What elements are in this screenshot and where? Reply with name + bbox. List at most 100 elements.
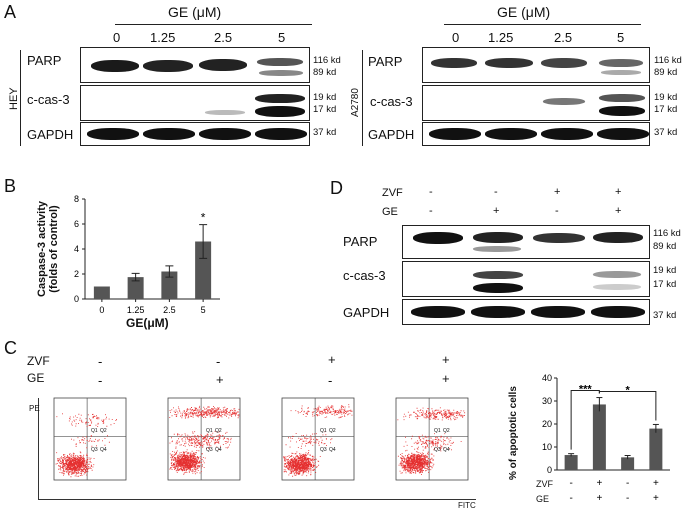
q3-label-2: Q3 xyxy=(206,447,213,453)
q4-label-1: Q4 xyxy=(100,447,107,453)
d-ge-1: - xyxy=(429,205,433,217)
hey-ge-header: GE (μM) xyxy=(168,4,222,20)
a2780-dose-1: 1.25 xyxy=(488,30,514,45)
c-zvf-2: - xyxy=(216,354,221,369)
band xyxy=(91,60,139,72)
band xyxy=(541,58,587,68)
d-marker-116: 116 kd xyxy=(653,228,681,239)
band xyxy=(143,60,193,72)
flow-events-3 xyxy=(283,404,353,477)
c-ytick-label: 30 xyxy=(542,396,552,406)
band xyxy=(473,246,521,252)
b-xlabel: GE(μM) xyxy=(126,316,169,330)
b-significance: * xyxy=(201,211,206,225)
q2-label-4: Q2 xyxy=(443,428,450,434)
q1-label-4: Q1 xyxy=(434,428,441,434)
q2-label-2: Q2 xyxy=(215,428,222,434)
a2780-label-parp: PARP xyxy=(368,54,403,69)
c-fitc-label: FITC xyxy=(458,501,476,510)
q1-label-2: Q1 xyxy=(206,428,213,434)
band xyxy=(205,110,245,115)
c-ytick-label: 20 xyxy=(542,419,552,429)
c-zvf-3: + xyxy=(328,352,336,367)
c-ge-1: - xyxy=(98,373,103,388)
band xyxy=(471,306,525,318)
d-parp-blot xyxy=(402,225,650,259)
a2780-dose-line xyxy=(444,24,641,25)
a2780-gapdh-blot xyxy=(422,122,650,146)
b-xtick-label: 2.5 xyxy=(163,305,176,315)
c-comparison-label: * xyxy=(625,385,630,397)
d-marker-37: 37 kd xyxy=(653,310,677,321)
hey-marker-17: 17 kd xyxy=(313,104,337,115)
hey-dose-2: 2.5 xyxy=(214,30,233,45)
a2780-parp-blot xyxy=(422,47,650,83)
c-ge-sign: + xyxy=(596,493,602,504)
c-ge-2: + xyxy=(216,372,224,387)
band xyxy=(593,232,643,243)
panel-letter-d: D xyxy=(330,178,343,198)
q4-label-3: Q4 xyxy=(329,447,336,453)
hey-dose-0: 0 xyxy=(113,30,121,45)
flow-event-dots xyxy=(397,407,466,475)
band xyxy=(599,94,645,102)
flow-events-1 xyxy=(55,413,117,478)
q4-label-2: Q4 xyxy=(215,447,222,453)
flow-events-4 xyxy=(397,407,466,475)
b-ytick-label: 6 xyxy=(74,219,79,229)
a2780-marker-17: 17 kd xyxy=(654,104,678,115)
band xyxy=(429,128,481,140)
q2-label-3: Q2 xyxy=(329,428,336,434)
band xyxy=(411,306,465,318)
band xyxy=(601,70,641,75)
hey-marker-89: 89 kd xyxy=(313,67,337,78)
a2780-ge-header: GE (μM) xyxy=(497,4,551,20)
hey-marker-19: 19 kd xyxy=(313,92,337,103)
d-label-ccas3: c-cas-3 xyxy=(343,268,386,283)
c-ge-sign: - xyxy=(569,493,572,504)
d-label-parp: PARP xyxy=(343,234,378,249)
q3-label-4: Q3 xyxy=(434,447,441,453)
c-xaxis-line xyxy=(38,499,476,500)
band xyxy=(531,306,585,318)
c-zvf-1: - xyxy=(98,354,103,369)
b-ytick-label: 8 xyxy=(74,194,79,204)
d-marker-17: 17 kd xyxy=(653,279,677,290)
b-xtick-label: 1.25 xyxy=(127,305,145,315)
panel-letter-c: C xyxy=(4,338,17,358)
b-ytick-label: 2 xyxy=(74,269,79,279)
a2780-marker-116: 116 kd xyxy=(654,55,682,66)
band xyxy=(485,58,533,68)
band xyxy=(533,233,585,243)
q2-label-1: Q2 xyxy=(100,428,107,434)
band xyxy=(87,128,139,140)
c-ge-label: GE xyxy=(27,371,45,385)
a2780-dose-0: 0 xyxy=(452,30,460,45)
hey-dose-3: 5 xyxy=(278,30,286,45)
q3-label-3: Q3 xyxy=(320,447,327,453)
band xyxy=(473,232,523,243)
d-ccas3-blot xyxy=(402,261,650,297)
a2780-marker-19: 19 kd xyxy=(654,92,678,103)
band xyxy=(473,283,523,293)
d-ge-label: GE xyxy=(382,206,398,218)
d-ge-2: + xyxy=(493,205,500,217)
hey-ccas3-blot xyxy=(80,85,310,121)
q1-label-1: Q1 xyxy=(91,428,98,434)
c-ytick-label: 10 xyxy=(542,442,552,452)
panel-letter-a: A xyxy=(4,2,17,22)
hey-gapdh-blot xyxy=(80,122,310,146)
band xyxy=(199,128,251,140)
c-ge-4: + xyxy=(442,371,450,386)
c-row-ge: GE xyxy=(536,494,550,504)
c-pe-label: PE xyxy=(29,404,40,413)
band xyxy=(597,128,649,140)
flow-event-dots xyxy=(283,404,353,477)
band xyxy=(257,58,303,66)
hey-label-ccas3: c-cas-3 xyxy=(27,92,70,107)
hey-marker-37: 37 kd xyxy=(313,127,337,138)
band xyxy=(485,128,537,140)
c-zvf-sign: + xyxy=(653,478,659,489)
